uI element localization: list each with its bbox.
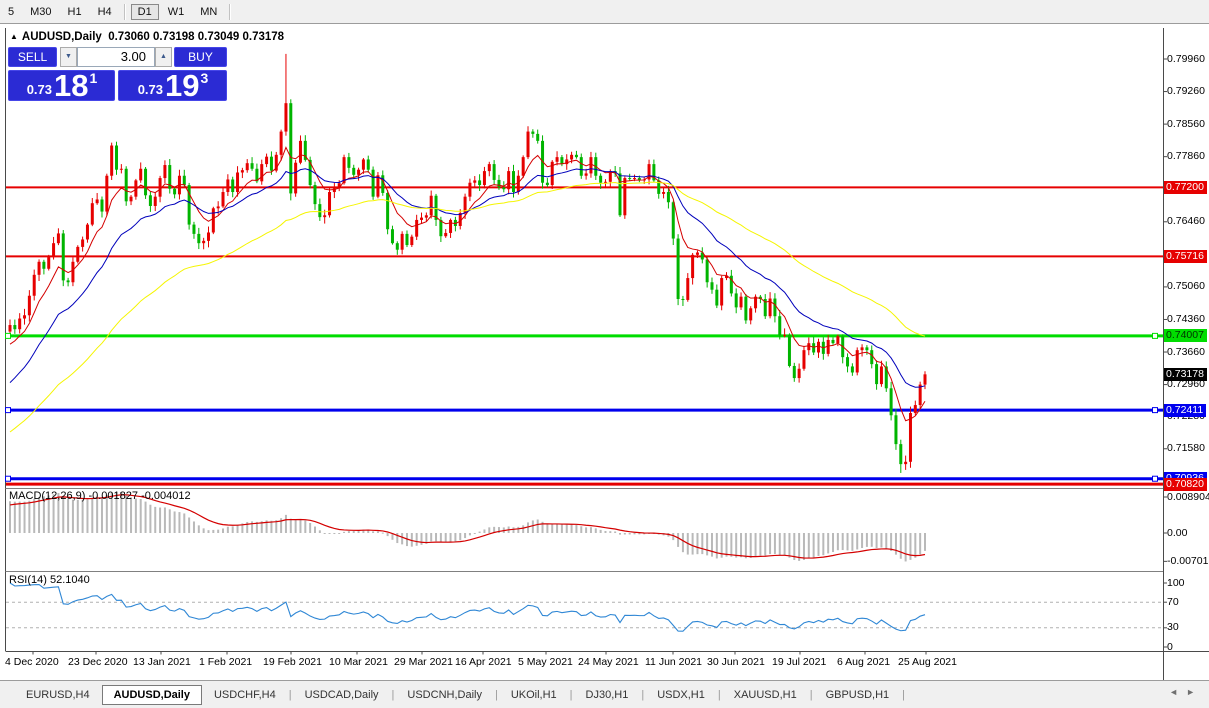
- tab-gbpusd-h1[interactable]: GBPUSD,H1: [825, 688, 890, 701]
- tab-separator: |: [902, 688, 905, 701]
- volume-stepper: ▼ 3.00 ▲: [60, 47, 172, 67]
- sell-price-sup: 1: [89, 70, 98, 86]
- tab-separator: |: [641, 688, 645, 701]
- tab-separator: |: [809, 688, 813, 701]
- tab-audusd-daily[interactable]: AUDUSD,Daily: [101, 684, 202, 705]
- tab-scroll-buttons: ◄►: [1169, 687, 1203, 697]
- buy-price-display[interactable]: 0.73 19 3: [118, 70, 227, 101]
- tab-scroll-left-icon[interactable]: ◄: [1169, 687, 1187, 697]
- tab-separator: |: [288, 688, 292, 701]
- chevron-down-icon: ▼: [65, 53, 72, 60]
- tab-scroll-right-icon[interactable]: ►: [1186, 687, 1203, 697]
- tab-eurusd-h4[interactable]: EURUSD,H4: [26, 688, 90, 701]
- chevron-up-icon: ▲: [160, 53, 167, 60]
- macd-pane: [9, 492, 926, 562]
- tab-usdcad-daily[interactable]: USDCAD,Daily: [304, 688, 379, 701]
- buy-button[interactable]: BUY: [174, 47, 227, 67]
- hline-handle[interactable]: [5, 475, 11, 482]
- hline-handle[interactable]: [1152, 332, 1158, 339]
- toolbar-separator: [123, 3, 126, 20]
- volume-input[interactable]: 3.00: [77, 47, 155, 67]
- timeframe-button-h1[interactable]: H1: [67, 5, 82, 18]
- one-click-trade-panel: SELL ▼ 3.00 ▲ BUY 0.73 18 1 0.73 19 3: [8, 47, 227, 103]
- sell-button[interactable]: SELL: [8, 47, 57, 67]
- tab-dj30-h1[interactable]: DJ30,H1: [585, 688, 629, 701]
- timeframe-button-m30[interactable]: M30: [30, 5, 52, 18]
- ma-21-line: [9, 168, 926, 388]
- toolbar-separator: [229, 3, 232, 20]
- hline-handle[interactable]: [5, 407, 11, 414]
- hline-handle[interactable]: [5, 332, 11, 339]
- sell-price-big: 18: [54, 68, 89, 103]
- tab-separator: |: [569, 688, 573, 701]
- ma-8-line: [9, 146, 926, 422]
- tab-ukoil-h1[interactable]: UKOil,H1: [510, 688, 557, 701]
- buy-price-prefix: 0.73: [137, 82, 164, 97]
- sell-price-prefix: 0.73: [26, 82, 53, 97]
- candlesticks[interactable]: [8, 53, 927, 473]
- hline-handle[interactable]: [1152, 475, 1158, 482]
- symbol-tab-bar: EURUSD,H4 AUDUSD,Daily USDCHF,H4 | USDCAD,Da…: [0, 680, 1209, 708]
- volume-decrease-button[interactable]: ▼: [60, 47, 77, 67]
- tab-separator: |: [494, 688, 498, 701]
- volume-increase-button[interactable]: ▲: [155, 47, 172, 67]
- tab-xauusd-h1[interactable]: XAUUSD,H1: [733, 688, 797, 701]
- sell-price-display[interactable]: 0.73 18 1: [8, 70, 115, 101]
- ma-55-line: [9, 181, 926, 433]
- timeframe-button-5[interactable]: 5: [8, 5, 15, 18]
- timeframe-button-mn[interactable]: MN: [200, 5, 218, 18]
- tab-separator: |: [391, 688, 395, 701]
- buy-price-sup: 3: [200, 70, 209, 86]
- timeframe-button-h4[interactable]: H4: [97, 5, 112, 18]
- tab-usdcnh-daily[interactable]: USDCNH,Daily: [407, 688, 482, 701]
- hline-handle[interactable]: [1152, 407, 1158, 414]
- tab-usdchf-h4[interactable]: USDCHF,H4: [213, 688, 276, 701]
- rsi-pane: [6, 582, 1163, 632]
- buy-price-big: 19: [165, 68, 200, 103]
- timeframe-button-d1[interactable]: D1: [130, 3, 159, 20]
- timeframe-button-w1[interactable]: W1: [167, 5, 185, 18]
- tab-usdx-h1[interactable]: USDX,H1: [657, 688, 705, 701]
- tab-separator: |: [717, 688, 721, 701]
